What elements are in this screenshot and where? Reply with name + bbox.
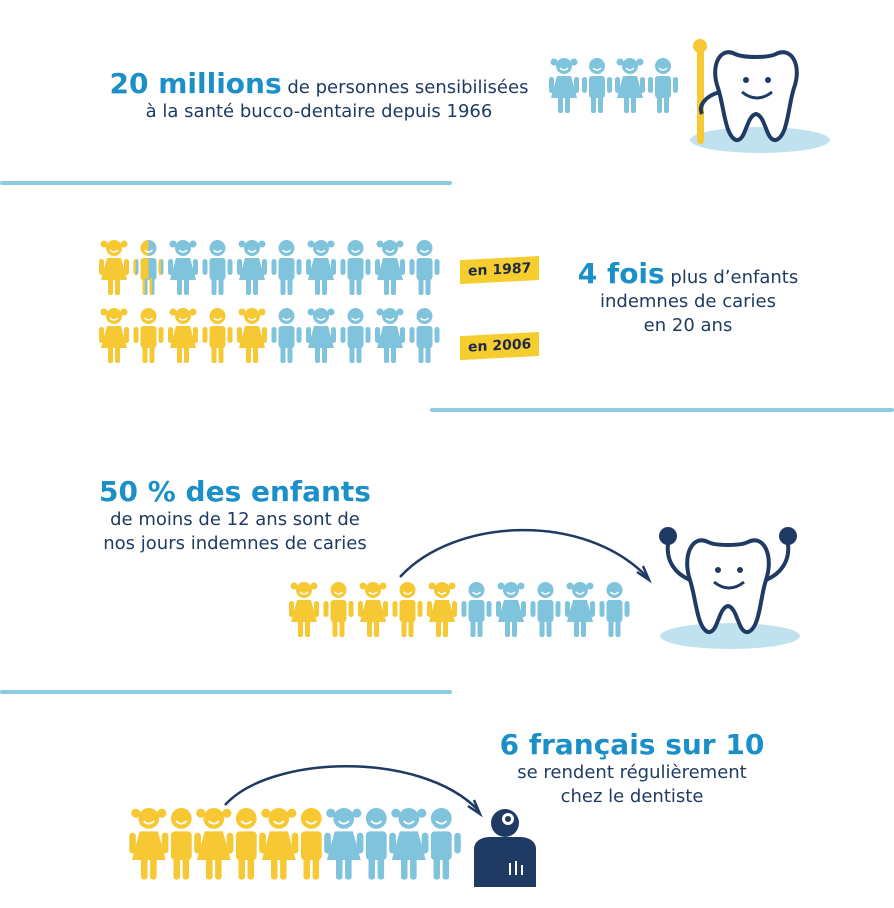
child-icon bbox=[409, 308, 440, 363]
badge-1987: en 1987 bbox=[460, 255, 540, 285]
child-icon bbox=[375, 308, 405, 363]
child-icon bbox=[648, 58, 678, 113]
tooth-mascot-icon bbox=[659, 527, 800, 649]
stat-text-line2: à la santé bucco-dentaire depuis 1966 bbox=[145, 101, 493, 122]
child-icon bbox=[461, 582, 492, 637]
stat-big-number: 20 millions bbox=[109, 67, 282, 100]
stat-text-line2: indemnes de caries bbox=[599, 291, 777, 312]
child-icon bbox=[496, 582, 526, 637]
child-icon bbox=[271, 240, 302, 295]
child-icon bbox=[168, 240, 198, 295]
child-icon bbox=[237, 240, 267, 295]
stat-big-number: 4 fois bbox=[577, 257, 665, 290]
child-icon bbox=[271, 308, 302, 363]
stat-big-number: 6 français sur 10 bbox=[499, 728, 765, 761]
child-icon bbox=[289, 582, 319, 637]
children-row-1 bbox=[549, 58, 678, 113]
child-icon bbox=[237, 308, 267, 363]
child-icon bbox=[409, 240, 440, 295]
stat-text: plus d’enfants bbox=[664, 267, 799, 288]
stat-six-of-ten: 6 français sur 10 se rendent régulièreme… bbox=[492, 731, 772, 809]
child-icon bbox=[549, 58, 579, 113]
badge-2006: en 2006 bbox=[460, 331, 540, 361]
child-icon bbox=[99, 240, 129, 295]
child-icon bbox=[358, 582, 388, 637]
dentist-icon bbox=[474, 809, 536, 887]
child-icon bbox=[582, 58, 612, 113]
stat-people-sensitized: 20 millions de personnes sensibilisées à… bbox=[100, 70, 538, 124]
children-row-2006 bbox=[99, 308, 440, 363]
child-icon bbox=[599, 582, 630, 637]
stat-text-line2: se rendent régulièrement bbox=[517, 762, 747, 783]
stat-text: de personnes sensibilisées bbox=[281, 77, 529, 98]
stat-text-line2: de moins de 12 ans sont de bbox=[110, 509, 360, 530]
child-icon bbox=[565, 582, 595, 637]
child-icon bbox=[427, 582, 457, 637]
child-icon bbox=[99, 308, 129, 363]
divider bbox=[430, 408, 894, 412]
stat-text-line3: nos jours indemnes de caries bbox=[103, 533, 367, 554]
child-icon bbox=[202, 240, 233, 295]
divider bbox=[0, 181, 452, 185]
child-icon bbox=[133, 240, 164, 295]
stat-fifty-percent: 50 % des enfants de moins de 12 ans sont… bbox=[60, 478, 410, 556]
child-icon bbox=[133, 308, 164, 363]
child-icon bbox=[392, 582, 423, 637]
arrow-icon bbox=[399, 528, 652, 584]
tooth-mascot-icon bbox=[690, 39, 830, 153]
child-icon bbox=[421, 808, 461, 880]
stat-text-line3: chez le dentiste bbox=[560, 786, 704, 807]
child-icon bbox=[323, 582, 354, 637]
children-row-1987 bbox=[99, 240, 440, 295]
child-icon bbox=[306, 308, 336, 363]
divider bbox=[0, 690, 452, 694]
child-icon bbox=[530, 582, 561, 637]
child-icon bbox=[324, 808, 364, 880]
child-icon bbox=[615, 58, 645, 113]
child-icon bbox=[375, 240, 405, 295]
child-icon bbox=[340, 308, 371, 363]
stat-text-line3: en 20 ans bbox=[643, 315, 733, 336]
child-icon bbox=[389, 808, 429, 880]
children-row-six-of-ten bbox=[129, 808, 461, 880]
child-icon bbox=[306, 240, 336, 295]
arrow-icon bbox=[224, 765, 483, 818]
toothbrush-icon bbox=[697, 44, 704, 144]
child-icon bbox=[168, 308, 198, 363]
child-icon bbox=[202, 308, 233, 363]
stat-four-times: 4 fois plus d’enfants indemnes de caries… bbox=[560, 260, 816, 338]
children-row-50-percent bbox=[289, 582, 630, 637]
stat-big-number: 50 % des enfants bbox=[99, 475, 371, 508]
child-icon bbox=[340, 240, 371, 295]
